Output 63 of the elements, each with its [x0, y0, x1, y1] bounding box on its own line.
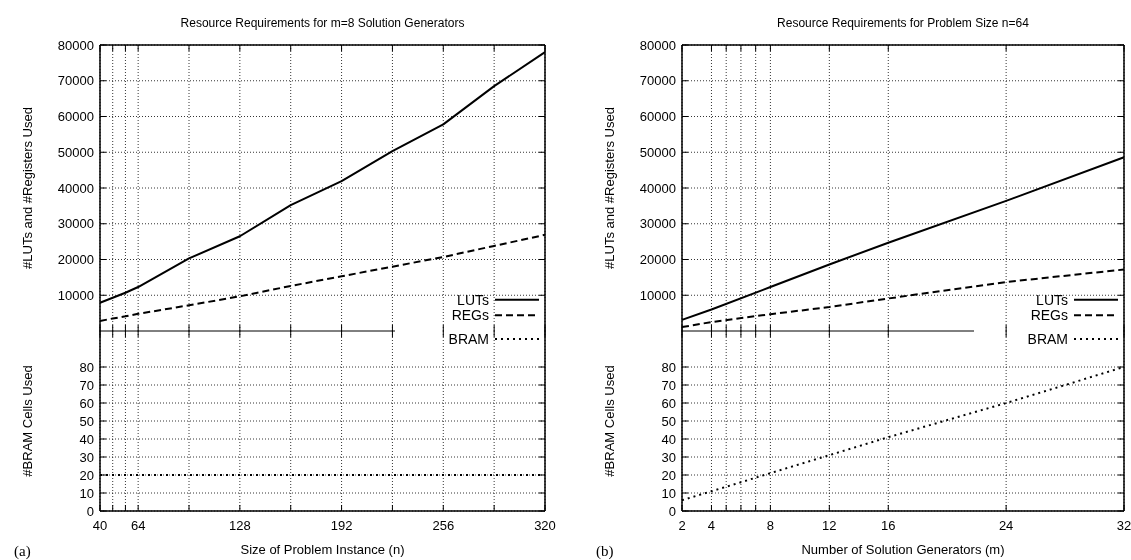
- y-tick-label: 10000: [639, 287, 676, 303]
- x-tick-label: 16: [881, 518, 896, 533]
- x-tick-label: 12: [822, 518, 837, 533]
- y-tick-label: 70000: [639, 73, 676, 89]
- y-tick-label: 20000: [57, 252, 94, 268]
- y-tick-label: 40: [661, 431, 676, 447]
- y-tick-label: 40000: [639, 180, 676, 196]
- x-tick-label: 40: [92, 518, 108, 533]
- y-tick-label: 10: [79, 485, 94, 501]
- y-tick-label: 50: [79, 413, 94, 429]
- y-tick-label: 40: [79, 431, 94, 447]
- text: (b): [596, 543, 614, 560]
- x-tick-label: 4: [707, 518, 716, 533]
- y-tick-label: 30: [79, 449, 94, 465]
- legend-label: REGs: [451, 307, 489, 324]
- x-tick-label: 64: [130, 518, 146, 533]
- chart-title: Resource Requirements for Problem Size n=64: [777, 16, 1030, 30]
- y-tick-label: 30000: [57, 216, 94, 232]
- y-tick-label: 80000: [57, 37, 94, 53]
- y-axis-title: #BRAM Cells Used: [20, 365, 35, 477]
- y-tick-label: 20: [79, 467, 94, 483]
- y-tick-label: 60000: [639, 109, 676, 125]
- y-tick-label: 60: [79, 395, 94, 411]
- y-tick-label: 80000: [639, 37, 676, 53]
- y-tick-label: 0: [668, 503, 676, 519]
- y-axis-title: #LUTs and #Registers Used: [20, 107, 35, 269]
- y-tick-label: 10: [661, 485, 676, 501]
- y-tick-label: 70000: [57, 73, 94, 89]
- y-tick-label: 70: [661, 377, 676, 393]
- y-tick-label: 50000: [57, 144, 94, 160]
- y-tick-label: 30: [661, 449, 676, 465]
- legend-label: REGs: [1030, 307, 1068, 324]
- y-tick-label: 80: [79, 359, 94, 375]
- x-tick-label: 8: [766, 518, 775, 533]
- y-tick-label: 60000: [57, 109, 94, 125]
- y-tick-label: 20000: [639, 252, 676, 268]
- x-tick-label: 128: [229, 518, 251, 533]
- legend-label: LUTs: [457, 291, 489, 308]
- x-tick-label: 32: [1116, 518, 1131, 533]
- y-tick-label: 50: [661, 413, 676, 429]
- y-tick-label: 70: [79, 377, 94, 393]
- y-axis-title: #BRAM Cells Used: [602, 365, 617, 477]
- y-tick-label: 30000: [639, 216, 676, 232]
- x-tick-label: 256: [432, 518, 455, 533]
- legend-label: BRAM: [1027, 330, 1068, 347]
- legend-label: LUTs: [1036, 291, 1068, 308]
- text: (a): [14, 543, 31, 560]
- y-tick-label: 10000: [57, 287, 94, 303]
- legend-label: BRAM: [448, 330, 489, 347]
- y-tick-label: 80: [661, 359, 676, 375]
- x-tick-label: 2: [678, 518, 686, 533]
- y-tick-label: 60: [661, 395, 676, 411]
- y-axis-title: #LUTs and #Registers Used: [602, 107, 617, 269]
- x-axis-title: Number of Solution Generators (m): [801, 542, 1005, 557]
- x-tick-label: 192: [330, 518, 353, 533]
- y-tick-label: 0: [86, 503, 94, 519]
- chart-title: Resource Requirements for m=8 Solution Generators: [180, 16, 465, 30]
- x-tick-label: 320: [534, 518, 556, 533]
- y-tick-label: 20: [661, 467, 676, 483]
- y-tick-label: 40000: [57, 180, 94, 196]
- x-axis-title: Size of Problem Instance (n): [240, 542, 405, 557]
- y-tick-label: 50000: [639, 144, 676, 160]
- x-tick-label: 24: [998, 518, 1014, 533]
